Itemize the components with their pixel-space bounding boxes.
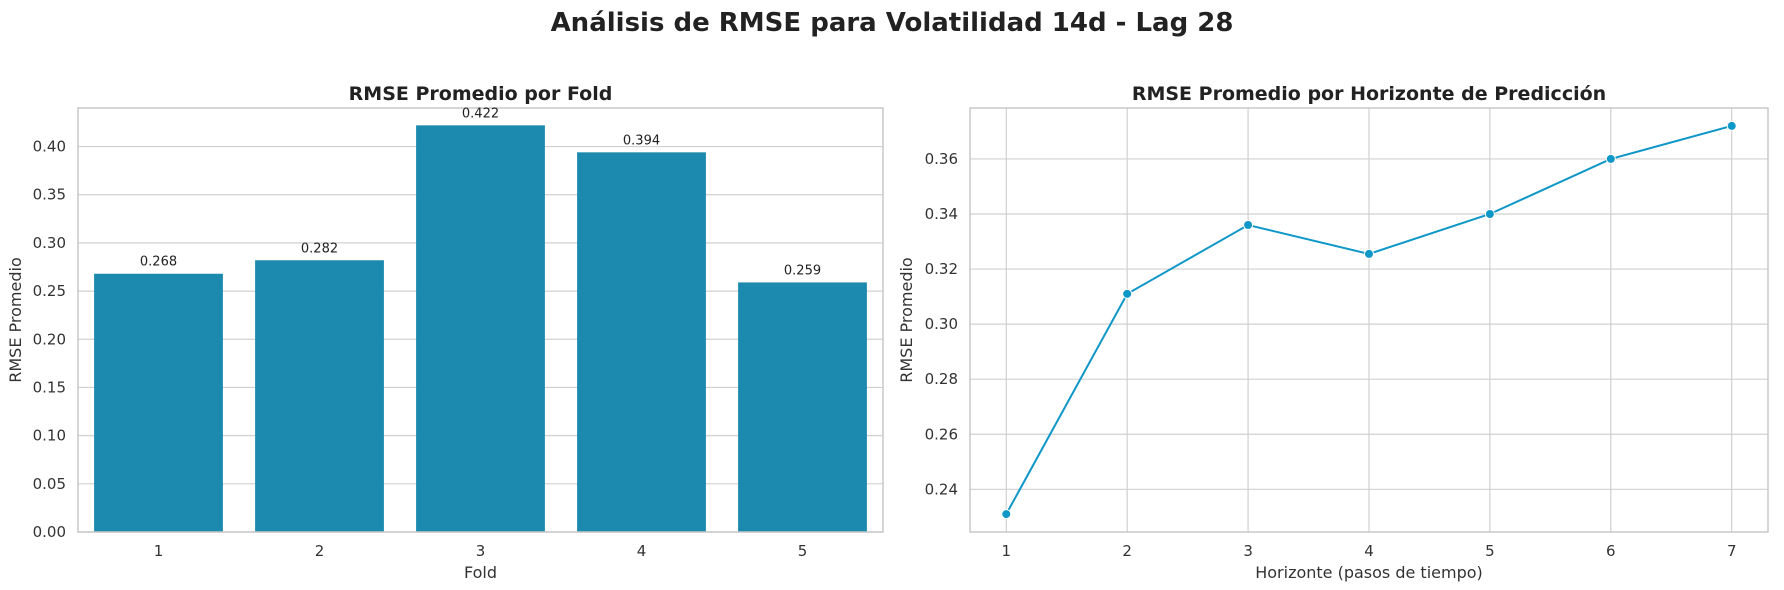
line-x-tick-label: 3 [1243, 542, 1253, 560]
line-x-tick-label: 4 [1364, 542, 1374, 560]
line-point [1726, 120, 1737, 131]
figure-title: Análisis de RMSE para Volatilidad 14d - … [551, 8, 1234, 38]
bar-data-label: 0.282 [301, 241, 338, 256]
line-y-tick-label: 0.24 [925, 480, 958, 498]
line-x-tick-label: 2 [1122, 542, 1132, 560]
line-point [1484, 209, 1495, 219]
bar-x-tick-label: 2 [315, 542, 325, 560]
bar-chart-title: RMSE Promedio por Fold [349, 83, 613, 105]
bar-y-tick-label: 0.25 [33, 282, 66, 300]
line-y-tick-label: 0.36 [925, 150, 958, 168]
line-y-tick-label: 0.30 [925, 315, 958, 333]
line-point [1364, 248, 1374, 259]
line-point [1001, 509, 1012, 520]
line-y-tick-label: 0.32 [925, 260, 958, 278]
line-x-tick-label: 5 [1485, 542, 1495, 560]
bar-y-tick-label: 0.40 [33, 138, 66, 156]
bar-y-tick-label: 0.30 [33, 234, 66, 252]
line-y-tick-label: 0.26 [925, 425, 958, 443]
line-x-tick-label: 6 [1606, 542, 1616, 560]
line-chart-panel: 0.24 0.26 0.28 0.30 0.32 0.34 0.36 1 2 3 4 5 6 7 RMS… [897, 83, 1769, 582]
bar-x-tick-label: 1 [154, 542, 164, 560]
bar-chart-panel: 0.00 0.05 0.10 0.15 0.20 0.25 0.30 0.35 0.40 1 2 3… [6, 83, 884, 582]
line-y-tick-label: 0.28 [925, 370, 958, 388]
bar-x-axis-label: Fold [464, 563, 497, 582]
bar-data-label: 0.259 [784, 263, 821, 278]
bar-y-axis-label: RMSE Promedio [6, 257, 25, 382]
bar-x-tick-label: 3 [476, 542, 486, 560]
bar [94, 273, 223, 532]
line-y-tick-label: 0.34 [925, 205, 958, 223]
bar-y-tick-label: 0.00 [33, 523, 66, 541]
bar [416, 125, 545, 532]
line-point [1605, 153, 1616, 164]
bar-y-tick-label: 0.05 [33, 475, 66, 493]
line-series [1001, 120, 1737, 520]
line-point [1122, 288, 1133, 299]
bar-x-ticks: 1 2 3 4 5 [154, 542, 808, 560]
bar-y-tick-label: 0.35 [33, 186, 66, 204]
bar-y-tick-label: 0.10 [33, 427, 66, 445]
bar-y-tick-label: 0.20 [33, 330, 66, 348]
bar-x-tick-label: 4 [637, 542, 647, 560]
bar-data-label: 0.268 [140, 255, 177, 270]
line-plot-frame [969, 107, 1769, 533]
line-y-ticks: 0.24 0.26 0.28 0.30 0.32 0.34 0.36 [925, 150, 958, 498]
bar [577, 152, 706, 532]
bar-series [94, 125, 867, 532]
bar [738, 282, 867, 532]
bar-y-ticks: 0.00 0.05 0.10 0.15 0.20 0.25 0.30 0.35 0.40 [33, 138, 66, 541]
line-point [1243, 220, 1254, 231]
bar-data-label: 0.422 [462, 106, 499, 121]
line-x-ticks: 1 2 3 4 5 6 7 [1001, 542, 1736, 560]
line-chart-title: RMSE Promedio por Horizonte de Predicció… [1132, 83, 1606, 105]
line-y-axis-label: RMSE Promedio [897, 257, 916, 382]
line-gridlines [970, 108, 1768, 532]
bar [255, 260, 384, 532]
bar-data-labels: 0.268 0.282 0.422 0.394 0.259 [140, 106, 821, 278]
bar-y-tick-label: 0.15 [33, 378, 66, 396]
line-x-tick-label: 7 [1727, 542, 1737, 560]
bar-x-tick-label: 5 [798, 542, 808, 560]
bar-plot-frame [77, 107, 884, 533]
line-x-axis-label: Horizonte (pasos de tiempo) [1255, 563, 1483, 582]
line-x-tick-label: 1 [1001, 542, 1011, 560]
bar-data-label: 0.394 [623, 133, 660, 148]
